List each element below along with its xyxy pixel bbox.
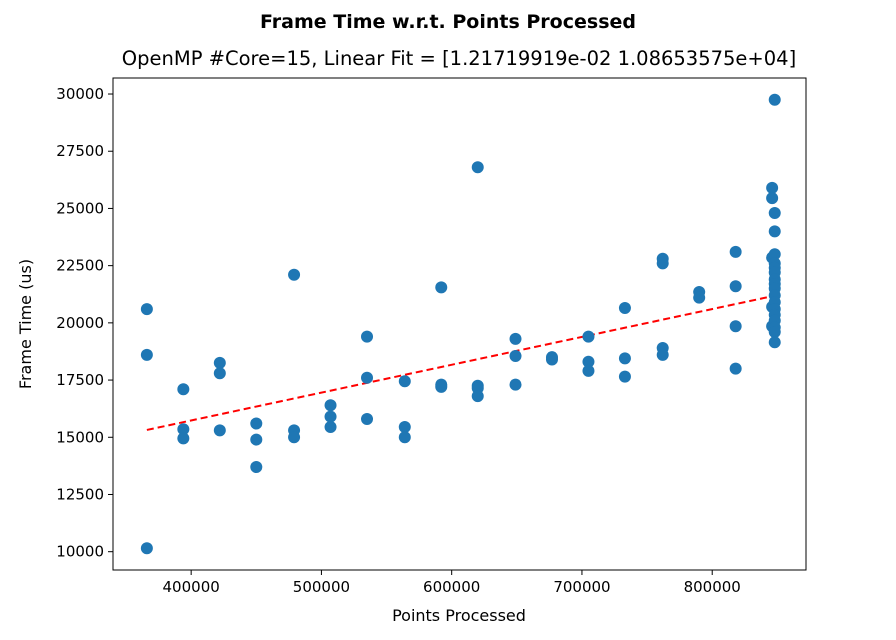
data-point — [398, 431, 411, 444]
linear-fit-line — [146, 294, 777, 431]
x-tick-label: 500000 — [293, 578, 350, 596]
y-axis-ticks: 10000 12500 15000 17500 20000 22500 25000 27500… — [56, 85, 113, 561]
data-point — [250, 417, 263, 430]
data-point — [768, 326, 781, 339]
data-point — [545, 353, 558, 366]
y-tick-label: 27500 — [56, 142, 104, 160]
x-tick-label: 700000 — [553, 578, 610, 596]
data-point — [213, 424, 226, 437]
data-point — [618, 370, 631, 383]
data-point — [250, 433, 263, 446]
data-point — [435, 281, 448, 294]
data-point — [140, 348, 153, 361]
data-point — [398, 375, 411, 388]
data-point — [656, 348, 669, 361]
chart-suptitle: Frame Time w.r.t. Points Processed — [260, 11, 636, 33]
y-tick-label: 17500 — [56, 371, 104, 389]
data-point — [729, 362, 742, 375]
data-point — [361, 412, 374, 425]
x-axis-ticks: 400000 500000 600000 700000 800000 — [163, 570, 741, 596]
data-point — [768, 225, 781, 238]
y-tick-label: 30000 — [56, 85, 104, 103]
data-point — [435, 380, 448, 393]
data-point — [140, 303, 153, 316]
chart-title: OpenMP #Core=15, Linear Fit = [1.2171991… — [122, 47, 796, 70]
data-point — [250, 461, 263, 474]
y-tick-label: 12500 — [56, 485, 104, 503]
data-point — [729, 245, 742, 258]
data-point — [288, 268, 301, 281]
data-point — [582, 364, 595, 377]
data-point — [768, 248, 781, 261]
data-point — [213, 356, 226, 369]
data-point — [582, 355, 595, 368]
linear-fit-layer — [146, 294, 777, 431]
data-point — [324, 399, 337, 412]
y-axis-label: Frame Time (us) — [16, 259, 35, 389]
data-point — [471, 161, 484, 174]
data-point — [768, 93, 781, 106]
data-point — [213, 367, 226, 380]
data-point — [471, 390, 484, 403]
y-tick-label: 15000 — [56, 428, 104, 446]
data-point — [618, 301, 631, 314]
data-point — [766, 181, 779, 194]
y-tick-label: 22500 — [56, 257, 104, 275]
data-point — [177, 423, 190, 436]
data-point — [177, 383, 190, 396]
y-tick-label: 20000 — [56, 314, 104, 332]
data-point — [398, 420, 411, 433]
data-point — [361, 330, 374, 343]
data-point — [618, 352, 631, 365]
data-point — [177, 432, 190, 445]
data-point — [693, 291, 706, 304]
data-point — [361, 371, 374, 384]
data-point — [729, 280, 742, 293]
x-tick-label: 400000 — [163, 578, 220, 596]
x-tick-label: 600000 — [423, 578, 480, 596]
data-point — [324, 410, 337, 423]
data-point — [324, 420, 337, 433]
data-point — [766, 192, 779, 205]
data-point — [768, 207, 781, 220]
data-point — [509, 350, 522, 363]
data-point — [768, 336, 781, 349]
data-point — [656, 257, 669, 270]
data-point — [140, 542, 153, 555]
data-point — [729, 320, 742, 333]
data-point — [288, 431, 301, 444]
data-point — [509, 378, 522, 391]
x-axis-label: Points Processed — [392, 606, 526, 625]
y-tick-label: 25000 — [56, 199, 104, 217]
plot-area-frame — [112, 77, 807, 571]
scatter-points — [140, 93, 781, 555]
x-tick-label: 800000 — [684, 578, 741, 596]
y-tick-label: 10000 — [56, 543, 104, 561]
data-point — [509, 332, 522, 345]
data-point — [582, 330, 595, 343]
